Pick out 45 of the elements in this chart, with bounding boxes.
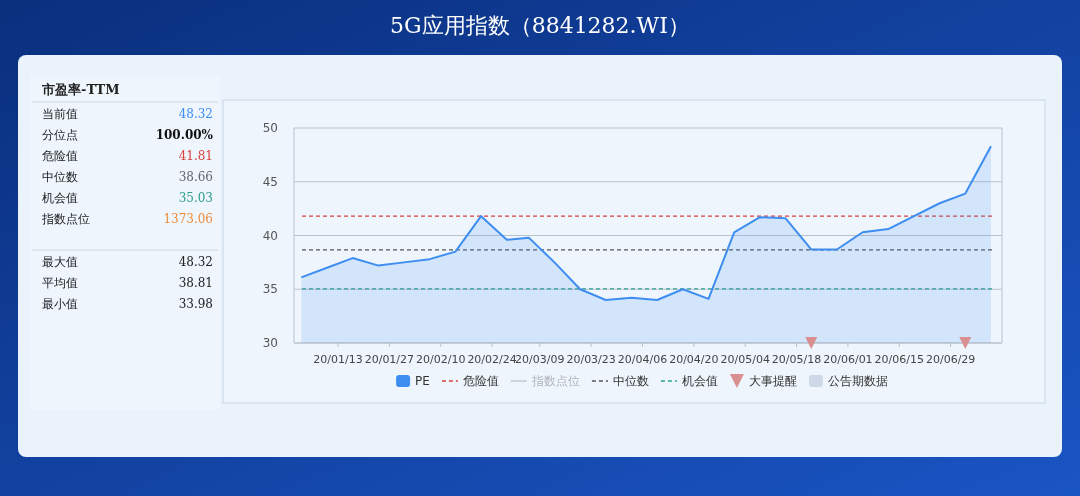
category-label: 最大值 bbox=[42, 255, 78, 269]
category-label: 当前值 bbox=[42, 107, 78, 121]
y-tick-label: 40 bbox=[262, 228, 278, 243]
text: 1373.06 bbox=[163, 212, 213, 226]
x-tick-label: 20/05/04 bbox=[720, 353, 770, 366]
text: 41.81 bbox=[178, 149, 213, 163]
category-label: 指数点位 bbox=[41, 212, 90, 226]
y-tick-label: 45 bbox=[262, 174, 278, 189]
y-tick-label: 30 bbox=[262, 336, 278, 350]
chart-title: 5G应用指数（8841282.WI） bbox=[390, 13, 690, 38]
y-tick-label: 35 bbox=[262, 282, 278, 297]
legend-label: 中位数 bbox=[612, 374, 649, 388]
legend-label: 公告期数据 bbox=[827, 374, 888, 388]
text: 38.66 bbox=[178, 170, 213, 184]
text: 33.98 bbox=[178, 297, 213, 311]
category-label: 机会值 bbox=[42, 191, 78, 205]
category-label: 中位数 bbox=[42, 170, 78, 184]
legend-label: PE bbox=[415, 374, 430, 388]
legend-label: 大事提醒 bbox=[748, 374, 797, 388]
category-label: 分位点 bbox=[42, 128, 78, 142]
text: 35.03 bbox=[178, 191, 213, 205]
text: 市盈率-TTM bbox=[41, 82, 120, 97]
legend-label: 机会值 bbox=[681, 374, 718, 388]
x-tick-label: 20/04/06 bbox=[617, 353, 668, 366]
category-label: 平均值 bbox=[42, 276, 78, 290]
x-tick-label: 20/06/01 bbox=[823, 353, 873, 366]
text: 48.32 bbox=[178, 255, 213, 269]
x-tick-label: 20/06/29 bbox=[925, 353, 976, 366]
x-tick-label: 20/03/09 bbox=[515, 353, 565, 366]
text: 48.32 bbox=[178, 107, 213, 121]
x-tick-label: 20/02/10 bbox=[416, 353, 466, 366]
x-tick-label: 20/02/24 bbox=[467, 353, 517, 366]
x-tick-label: 20/04/20 bbox=[669, 353, 719, 366]
legend-label: 指数点位 bbox=[530, 374, 580, 388]
category-label: 危险值 bbox=[42, 149, 78, 163]
x-tick-label: 20/01/13 bbox=[313, 353, 363, 366]
category-label: 最小值 bbox=[42, 297, 78, 311]
x-tick-label: 20/01/27 bbox=[364, 353, 415, 366]
x-tick-label: 20/05/18 bbox=[771, 353, 822, 366]
legend-label: 危险值 bbox=[462, 374, 499, 388]
text: 38.81 bbox=[178, 276, 213, 290]
y-tick-label: 50 bbox=[262, 121, 278, 135]
text: 100.00% bbox=[155, 128, 213, 142]
x-tick-label: 20/03/23 bbox=[566, 353, 616, 366]
x-tick-label: 20/06/15 bbox=[874, 353, 924, 366]
